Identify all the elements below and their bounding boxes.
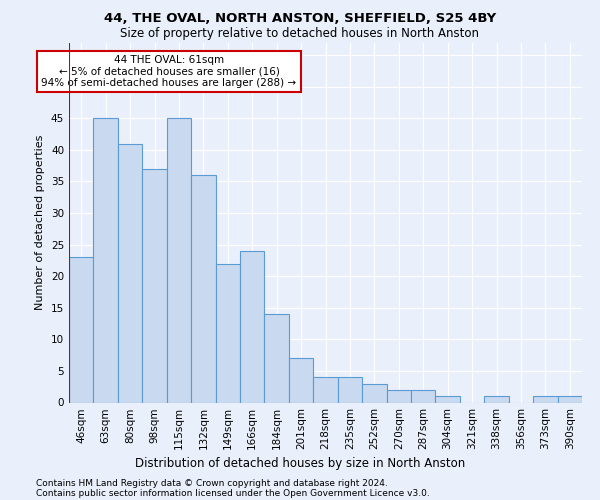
- Bar: [411, 390, 436, 402]
- Bar: [265, 314, 289, 402]
- Text: Contains HM Land Registry data © Crown copyright and database right 2024.: Contains HM Land Registry data © Crown c…: [36, 479, 388, 488]
- Text: Distribution of detached houses by size in North Anston: Distribution of detached houses by size …: [135, 458, 465, 470]
- Bar: [215, 264, 240, 402]
- Bar: [94, 118, 118, 403]
- Bar: [313, 377, 338, 402]
- Bar: [557, 396, 582, 402]
- Bar: [240, 251, 265, 402]
- Bar: [191, 175, 215, 402]
- Bar: [118, 144, 142, 402]
- Bar: [533, 396, 557, 402]
- Y-axis label: Number of detached properties: Number of detached properties: [35, 135, 46, 310]
- Bar: [386, 390, 411, 402]
- Text: Contains public sector information licensed under the Open Government Licence v3: Contains public sector information licen…: [36, 489, 430, 498]
- Bar: [484, 396, 509, 402]
- Bar: [69, 257, 94, 402]
- Bar: [338, 377, 362, 402]
- Text: 44 THE OVAL: 61sqm
← 5% of detached houses are smaller (16)
94% of semi-detached: 44 THE OVAL: 61sqm ← 5% of detached hous…: [41, 55, 296, 88]
- Bar: [142, 169, 167, 402]
- Text: 44, THE OVAL, NORTH ANSTON, SHEFFIELD, S25 4BY: 44, THE OVAL, NORTH ANSTON, SHEFFIELD, S…: [104, 12, 496, 26]
- Text: Size of property relative to detached houses in North Anston: Size of property relative to detached ho…: [121, 28, 479, 40]
- Bar: [362, 384, 386, 402]
- Bar: [436, 396, 460, 402]
- Bar: [289, 358, 313, 403]
- Bar: [167, 118, 191, 403]
